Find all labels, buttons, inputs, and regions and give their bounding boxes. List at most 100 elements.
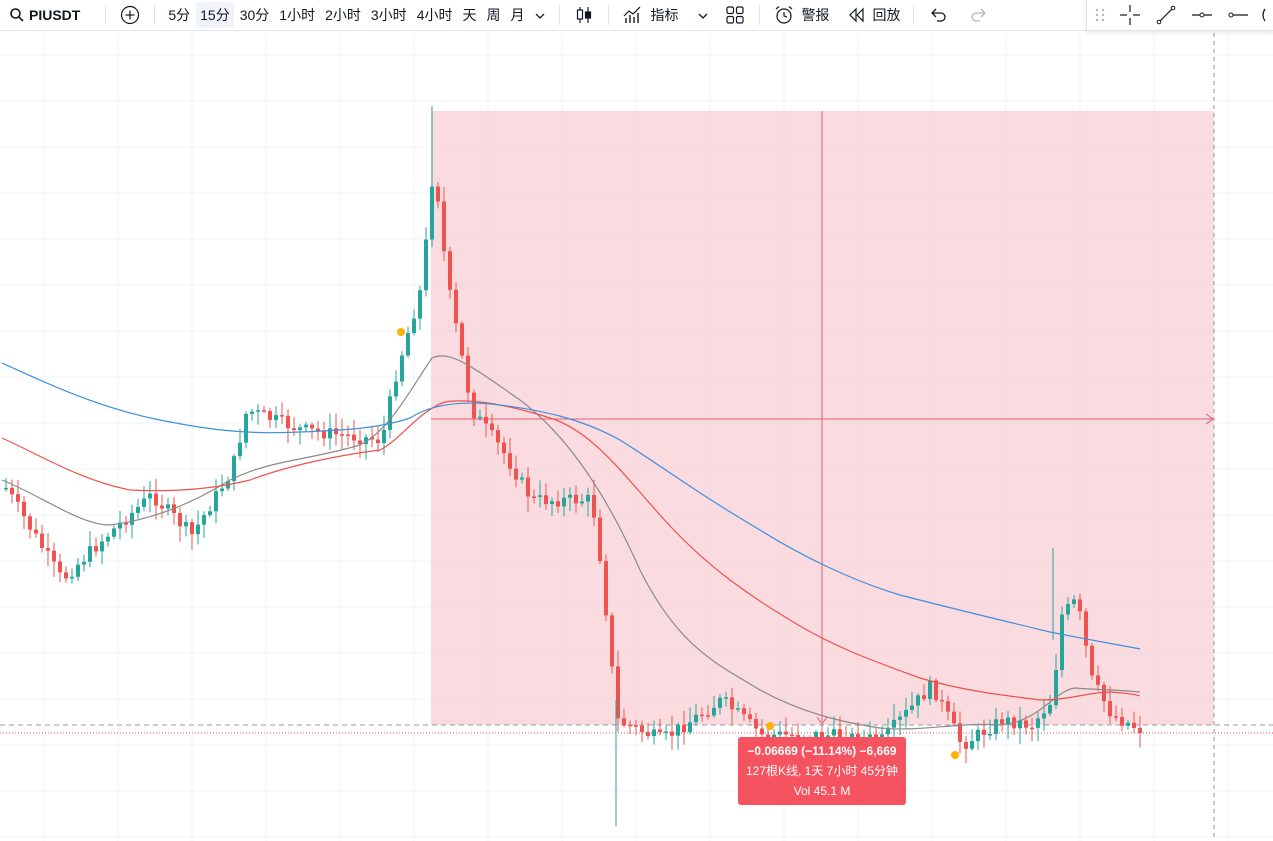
chart-type-button[interactable] [569,2,599,28]
candle-body [634,725,638,727]
drawing-toolbar [1086,0,1273,31]
candle-body [184,522,188,527]
candle-body [22,501,26,517]
candle-body [196,524,200,535]
interval-1d[interactable]: 天 [462,7,477,23]
candle-body [1096,675,1100,685]
candle-body [682,724,686,733]
candle-body [568,494,572,498]
signal-marker [951,751,959,759]
candle-body [868,734,872,738]
candle-body [364,437,368,445]
redo-button[interactable] [964,2,994,28]
measure-arrow-down [816,716,828,725]
interval-15m[interactable]: 15分 [196,2,234,28]
candle-body [268,411,272,421]
alert-button[interactable]: 警报 [769,2,833,28]
candle-body [178,513,182,527]
signal-marker [397,328,405,336]
candle-body [250,411,254,414]
candle-body [328,428,332,439]
candle-body [1018,720,1022,729]
horizontal-ray-icon[interactable] [1227,4,1249,26]
candle-body [202,515,206,525]
candle-body [892,719,896,728]
candle-body [82,561,86,565]
compare-button[interactable] [115,2,145,28]
candle-body [70,576,74,579]
candle-body [664,731,668,734]
more-tools-icon[interactable] [1259,4,1269,26]
trend-line-icon[interactable] [1155,4,1177,26]
layouts-button[interactable] [720,2,750,28]
candle-body [784,731,788,735]
interval-1h[interactable]: 1小时 [279,7,316,23]
candle-body [334,428,338,435]
rewind-icon [846,4,868,26]
candle-body [244,413,248,443]
indicators-dropdown[interactable] [693,2,713,28]
drag-handle-icon[interactable] [1093,4,1107,26]
interval-5m[interactable]: 5分 [168,7,191,23]
candle-body [1030,727,1034,730]
candle-body [502,442,506,454]
candle-body [940,699,944,702]
candle-body [616,666,620,719]
interval-4h[interactable]: 4小时 [416,7,453,23]
candle-body [652,729,656,737]
interval-2h[interactable]: 2小时 [325,7,361,23]
candle-body [544,495,548,505]
candle-body [832,729,836,736]
candle-body [556,501,560,507]
interval-dropdown[interactable] [530,2,550,28]
candle-body [460,323,464,356]
price-chart[interactable] [0,33,1273,841]
candle-body [484,416,488,424]
interval-1mo[interactable]: 月 [510,7,525,23]
horizontal-line-icon[interactable] [1191,4,1213,26]
candle-body [904,709,908,717]
candle-body [778,731,782,735]
candle-body [448,251,452,290]
candle-body [40,533,44,548]
candle-body [976,729,980,742]
candle-body [946,701,950,712]
interval-30m[interactable]: 30分 [239,7,270,23]
candle-body [382,429,386,444]
candle-body [430,186,434,240]
undo-button[interactable] [923,2,953,28]
interval-3h[interactable]: 3小时 [370,7,407,23]
indicators-button[interactable]: 指标 [618,2,682,28]
candle-body [760,728,764,735]
divider [105,5,107,25]
candle-body [538,495,542,497]
candle-body [52,550,56,562]
candle-body [10,487,14,495]
candle-body [1132,722,1136,728]
candle-body [574,494,578,504]
replay-button[interactable]: 回放 [842,2,904,28]
candle-body [358,440,362,445]
candle-body [586,494,590,502]
candle-body [796,734,800,739]
candle-body [964,741,968,749]
interval-1w[interactable]: 周 [486,7,501,23]
interval-group: 5分 15分 30分 1小时 2小时 3小时 4小时 天 周 月 [163,2,551,28]
symbol-search[interactable]: PIUSDT [1,2,84,28]
candle-body [922,695,926,699]
candle-body [388,396,392,430]
measure-price-change: −0.06669 (−11.14%) −6,669 [747,744,897,758]
redo-icon [968,4,990,26]
candle-body [592,494,596,518]
candle-body [658,729,662,733]
candle-body [190,522,194,535]
candle-body [118,522,122,529]
candle-body [4,487,8,490]
candle-body [286,415,290,429]
replay-label: 回放 [872,7,901,23]
crosshair-icon[interactable] [1119,4,1141,26]
top-toolbar: PIUSDT 5分 15分 30分 1小时 2小时 3小时 4小时 天 周 月 [0,0,1273,31]
candle-body [736,708,740,710]
candle-body [394,381,398,397]
candle-body [910,705,914,710]
